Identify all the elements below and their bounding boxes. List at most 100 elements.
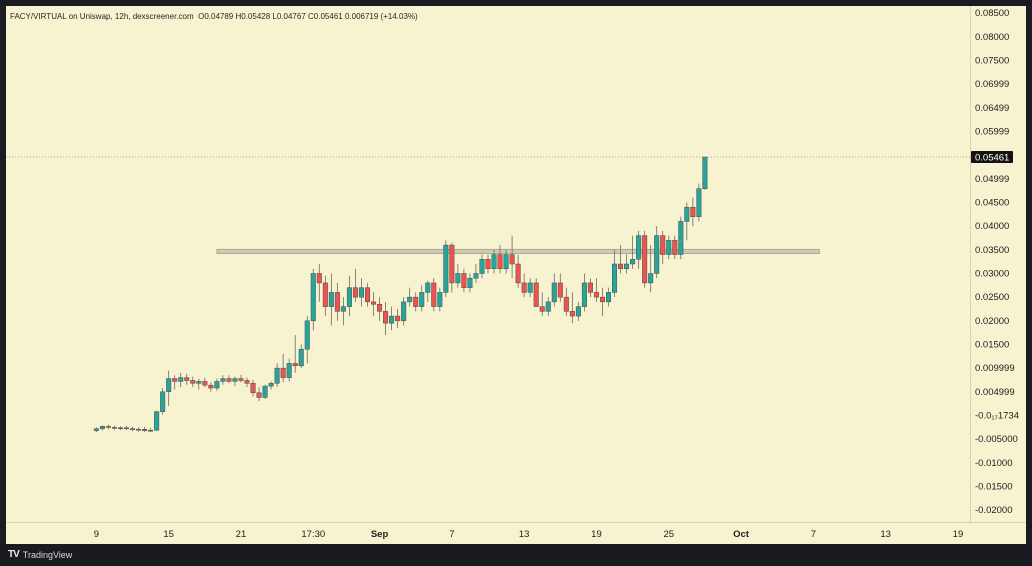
price-tick-label: -0.02000: [975, 505, 1013, 516]
last-price-tag: [971, 150, 1013, 163]
candle: [624, 263, 630, 269]
time-tick-label: 13: [880, 529, 891, 540]
price-tick-label: 0.04500: [975, 197, 1009, 208]
candle: [250, 383, 256, 394]
candle: [455, 273, 461, 284]
candle: [178, 377, 184, 382]
price-tick-label: 0.004999: [975, 387, 1015, 398]
price-tick-label: 0.06999: [975, 79, 1009, 90]
legend-open: O0.04789: [198, 12, 234, 21]
candle: [587, 282, 593, 293]
candle: [485, 259, 491, 269]
candle: [364, 287, 371, 303]
candle: [99, 426, 105, 429]
price-tick-label: -0.0₁₇1734: [975, 410, 1019, 421]
candle: [539, 306, 545, 312]
price-tick-label: -0.01000: [975, 458, 1013, 469]
candle: [479, 259, 485, 274]
candle: [605, 292, 612, 303]
candle: [395, 315, 401, 322]
candle: [660, 235, 666, 255]
candle: [593, 292, 599, 298]
candle: [654, 235, 660, 274]
candle: [256, 392, 262, 398]
price-tick-label: -0.005000: [975, 434, 1018, 445]
price-tick-label: 0.03000: [975, 268, 1009, 279]
last-price-label: 0.05461: [975, 152, 1009, 163]
time-tick-label: 9: [94, 529, 99, 540]
time-tick-label: 17:30: [301, 529, 325, 540]
price-tick-label: 0.02000: [975, 316, 1009, 327]
candle: [268, 383, 274, 387]
candle: [636, 235, 642, 260]
candle: [117, 427, 123, 430]
candle: [563, 296, 569, 312]
price-tick-label: -0.01500: [975, 481, 1013, 492]
time-axis[interactable]: [6, 522, 1026, 544]
footer-bar: [0, 544, 1032, 566]
candle: [545, 301, 551, 312]
candle: [618, 263, 624, 269]
candle: [449, 244, 455, 284]
candle: [292, 363, 298, 367]
time-tick-label: Sep: [371, 529, 389, 540]
candle: [244, 380, 250, 384]
candle: [196, 381, 202, 384]
price-tick-label: 0.07500: [975, 55, 1009, 66]
candle: [383, 311, 389, 324]
candle: [172, 378, 178, 382]
legend-high: H0.05428: [235, 12, 271, 21]
candle: [377, 303, 383, 312]
tradingview-logo-icon: TV: [8, 549, 20, 560]
candle: [160, 391, 166, 412]
candle: [310, 273, 316, 322]
candle: [684, 206, 690, 222]
candle: [425, 282, 431, 293]
candle: [286, 363, 292, 378]
candle: [419, 292, 425, 307]
resistance-zone: [216, 248, 820, 254]
candle: [557, 282, 563, 298]
candle: [304, 320, 310, 350]
candle: [208, 384, 214, 389]
price-tick-label: 0.009999: [975, 363, 1015, 374]
candle: [581, 282, 587, 307]
price-tick-label: 0.08000: [975, 32, 1009, 43]
candle: [232, 378, 238, 382]
legend-change: 0.006719 (+14.03%): [344, 12, 418, 21]
candle: [262, 385, 268, 398]
time-tick-label: 13: [519, 529, 530, 540]
tradingview-brand[interactable]: TV TradingView: [8, 549, 72, 560]
candle: [136, 428, 142, 431]
candle: [111, 427, 117, 429]
price-tick-label: 0.08500: [975, 8, 1009, 19]
candle: [672, 240, 678, 255]
candle: [280, 367, 286, 378]
candle: [666, 240, 672, 255]
candle: [274, 367, 280, 384]
candle: [503, 254, 509, 269]
candle: [184, 377, 190, 381]
candle: [497, 254, 503, 269]
candle: [346, 287, 352, 307]
time-tick-label: 15: [163, 529, 174, 540]
candle: [166, 378, 172, 393]
candle: [142, 428, 148, 431]
candle: [123, 427, 130, 430]
candlestick-chart[interactable]: 0.08500 0.08000 0.07500 0.06999 0.06499 0.059…: [0, 0, 1032, 544]
candle: [467, 277, 473, 288]
candle: [461, 273, 467, 288]
price-tick-label: 0.05999: [975, 126, 1009, 137]
candle: [599, 296, 605, 303]
candle: [690, 206, 696, 217]
price-tick-label: 0.03500: [975, 245, 1009, 256]
legend-close: C0.05461: [308, 12, 343, 21]
legend-pair: FACY/VIRTUAL on Uniswap, 12h, dexscreene…: [10, 12, 194, 21]
candle: [298, 348, 304, 367]
candle: [431, 282, 437, 307]
candle: [322, 282, 328, 307]
price-axis[interactable]: [970, 6, 1026, 522]
candle: [696, 188, 702, 217]
candle: [509, 254, 515, 265]
